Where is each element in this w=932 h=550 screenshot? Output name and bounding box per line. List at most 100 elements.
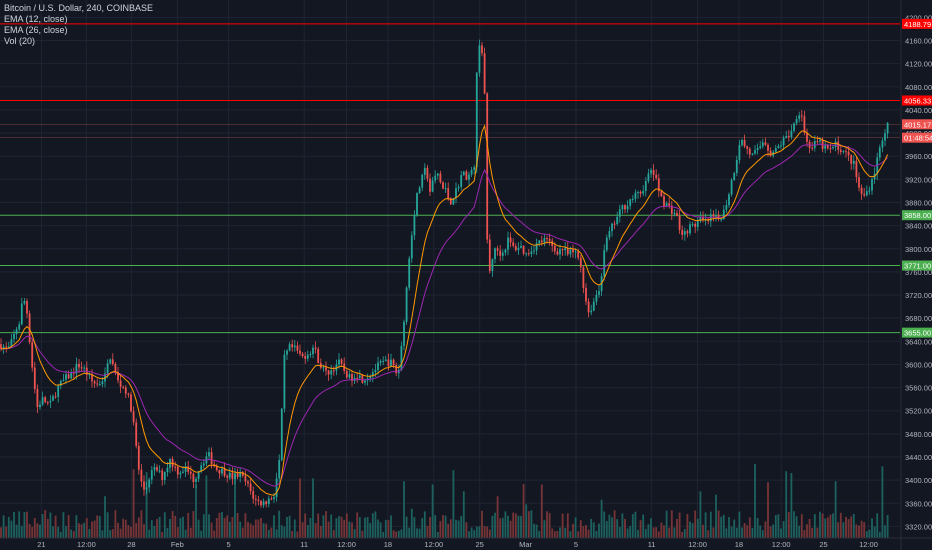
candle-body — [28, 313, 31, 343]
volume-bar — [881, 466, 884, 538]
candle-body — [221, 468, 223, 474]
volume-bar — [403, 481, 405, 538]
volume-bar — [462, 491, 465, 538]
volume-bar — [852, 513, 855, 538]
candle-body — [486, 93, 489, 240]
candle-body — [520, 245, 522, 248]
candle-body — [725, 205, 728, 210]
volume-bar — [322, 515, 325, 538]
candle-body — [171, 458, 174, 467]
volume-bar — [665, 510, 668, 538]
candle-body — [293, 345, 296, 348]
volume-bar — [262, 523, 265, 538]
volume-bar — [616, 519, 619, 538]
volume-bar — [312, 478, 314, 538]
time-tick-label: 12:00 — [424, 540, 443, 549]
candle-body — [642, 190, 645, 194]
candle-body — [691, 223, 694, 225]
volume-bar — [543, 520, 546, 538]
volume-legend[interactable]: Vol (20) — [4, 36, 36, 46]
level-lines[interactable] — [0, 23, 900, 334]
candle-body — [790, 130, 793, 138]
candle-body — [304, 356, 307, 359]
candle-body — [275, 478, 278, 498]
volume-bar — [195, 484, 197, 538]
candle-body — [881, 140, 884, 148]
volume-bar — [23, 512, 26, 538]
candle-body — [455, 188, 457, 199]
candle-body — [421, 174, 424, 188]
candle-body — [626, 205, 629, 210]
candle-body — [621, 205, 624, 210]
volume-bar — [769, 526, 772, 538]
volume-bar — [707, 530, 710, 538]
volume-bar — [421, 518, 424, 538]
candle-body — [816, 141, 819, 143]
candle-body — [395, 365, 398, 374]
volume-bar — [608, 514, 611, 538]
volume-bar — [436, 531, 439, 538]
candle-body — [65, 374, 67, 380]
candle-body — [369, 376, 372, 379]
candle-body — [595, 294, 598, 302]
volume-bar — [5, 526, 8, 538]
volume-bar — [639, 520, 642, 538]
ema12-legend[interactable]: EMA (12, close) — [4, 14, 68, 24]
volume-bar — [418, 528, 421, 538]
volume-bar — [517, 515, 520, 538]
candle-body — [262, 501, 265, 506]
volume-bar — [332, 530, 335, 538]
candle-body — [715, 215, 717, 217]
ema26-legend[interactable]: EMA (26, close) — [4, 25, 68, 35]
candle-body — [278, 460, 281, 479]
volume-bar — [88, 529, 91, 538]
candle-body — [286, 350, 288, 355]
symbol-title[interactable]: Bitcoin / U.S. Dollar, 240, COINBASE — [4, 3, 154, 13]
volume-bar — [49, 512, 52, 538]
candle-body — [158, 470, 161, 472]
volume-bar — [270, 527, 273, 538]
volume-bar — [876, 513, 879, 538]
candle-body — [210, 452, 213, 465]
candle-body — [20, 303, 23, 325]
time-tick-label: Mar — [519, 540, 532, 549]
candle-body — [644, 181, 647, 191]
volume-bar — [325, 511, 327, 538]
volume-bar — [345, 513, 348, 538]
volume-bar — [65, 526, 67, 538]
candle-body — [314, 347, 317, 350]
volume-bar — [735, 527, 738, 538]
candle-body — [130, 394, 132, 412]
volume-bar — [587, 529, 590, 538]
candle-body — [457, 186, 460, 189]
volume-bar — [702, 524, 704, 538]
volume-bar — [873, 526, 876, 538]
candle-body — [135, 422, 138, 446]
volume-bar — [338, 516, 340, 538]
volume-bar — [803, 530, 806, 538]
candle-body — [678, 215, 681, 230]
time-tick-label: 12:00 — [688, 540, 707, 549]
volume-bar — [808, 518, 811, 538]
time-axis[interactable]: 21 12:00 28 Feb 5 11 12:00 18 12:00 25 Mar 5 11 12:00… — [0, 537, 932, 549]
candle-body — [592, 301, 595, 311]
candle-body — [434, 175, 437, 181]
candle-body — [330, 370, 333, 375]
candle-body — [226, 475, 229, 478]
volume-bar — [150, 520, 153, 538]
candle-body — [494, 248, 496, 260]
volume-bar — [569, 531, 572, 538]
candle-body — [629, 199, 632, 206]
volume-bar — [379, 522, 382, 538]
price-badge — [902, 132, 932, 143]
candle-body — [379, 360, 382, 363]
volume-bar — [743, 522, 746, 538]
candle-body — [67, 374, 70, 379]
volume-bar — [455, 519, 457, 538]
candle-body — [98, 384, 101, 386]
candle-body — [83, 367, 86, 369]
candle-body — [507, 237, 509, 250]
volume-bar — [187, 512, 190, 538]
candle-body — [660, 191, 663, 197]
